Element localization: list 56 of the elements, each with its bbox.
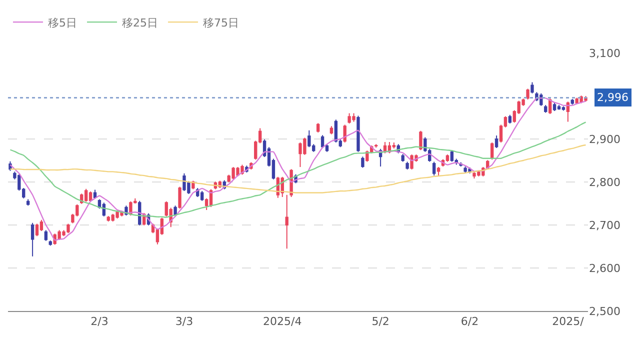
candlestick [316, 122, 320, 134]
candlestick [566, 101, 570, 122]
candlestick [526, 88, 530, 100]
line-series [10, 144, 586, 194]
x-tick-label: 6/2 [460, 315, 479, 328]
candlestick [325, 144, 329, 152]
candlestick [552, 102, 556, 112]
y-tick-label: 2,900 [589, 132, 620, 146]
candlestick [436, 166, 440, 176]
candlestick [44, 230, 48, 242]
candlestick [544, 104, 548, 114]
ref-line-label: 2,996 [597, 91, 628, 104]
candlestick [446, 154, 450, 162]
candlestick [84, 188, 88, 202]
candlestick [40, 219, 44, 232]
candlestick [557, 104, 561, 110]
legend-label: 移25日 [122, 16, 158, 30]
candlestick [570, 98, 574, 106]
line-series [10, 97, 586, 241]
line-series [10, 122, 586, 218]
legend-label: 移75日 [203, 16, 239, 30]
candlestick [530, 82, 534, 94]
candlestick [30, 222, 34, 257]
candlestick [26, 198, 30, 206]
candlestick [200, 190, 204, 202]
candlestick [490, 142, 494, 160]
candlestick [356, 115, 360, 152]
candlestick [374, 144, 378, 148]
legend-label: 移5日 [48, 16, 77, 30]
candlestick [178, 186, 182, 210]
y-tick-label: 2,700 [589, 218, 620, 232]
candlestick [330, 126, 334, 135]
candlestick [406, 161, 409, 170]
candlestick [432, 161, 436, 176]
candlestick [508, 114, 512, 124]
candlestick [419, 130, 422, 151]
y-tick-label: 2,500 [589, 304, 620, 318]
candlestick [174, 205, 177, 216]
candlestick [308, 130, 311, 148]
candlestick [285, 194, 288, 250]
candlestick [48, 240, 52, 246]
candlestick [361, 156, 364, 168]
candlestick [35, 223, 39, 237]
candlestick [450, 150, 454, 162]
x-tick-label: 2025/ [552, 315, 584, 328]
x-tick-label: 5/2 [372, 315, 390, 328]
x-tick-label: 2/3 [90, 315, 108, 328]
candlestick [494, 135, 498, 149]
x-tick-label: 2025/4 [263, 315, 302, 328]
x-tick-label: 3/3 [175, 315, 194, 328]
y-tick-label: 3,100 [589, 46, 620, 60]
candlestick [562, 106, 566, 112]
candlestick [392, 142, 396, 149]
y-tick-label: 2,800 [589, 176, 620, 189]
candlestick [401, 154, 404, 162]
y-tick-label: 2,600 [589, 262, 620, 275]
